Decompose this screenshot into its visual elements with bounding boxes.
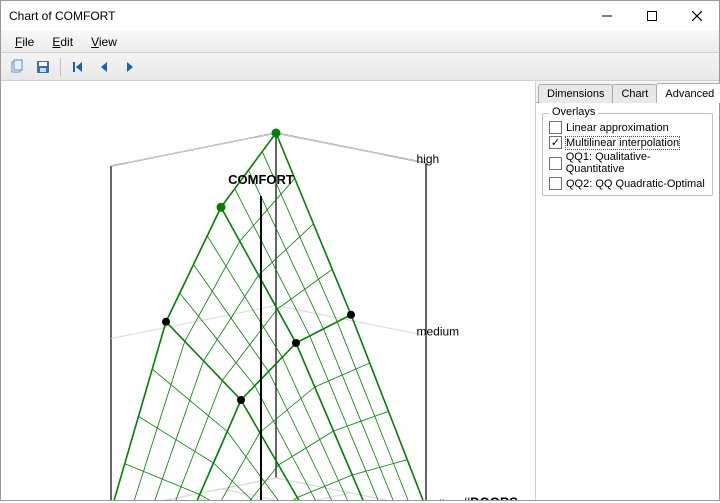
overlay-label: Multilinear interpolation bbox=[566, 137, 679, 149]
maximize-button[interactable] bbox=[629, 1, 674, 31]
overlays-group-title: Overlays bbox=[549, 106, 598, 118]
nav-next-button[interactable] bbox=[118, 56, 142, 78]
checkbox-icon bbox=[549, 177, 562, 190]
svg-text:#DOORS: #DOORS bbox=[463, 495, 518, 500]
checkbox-icon bbox=[549, 136, 562, 149]
svg-text:COMFORT: COMFORT bbox=[228, 172, 294, 187]
menubar: File Edit View bbox=[1, 31, 719, 53]
tab-dimensions[interactable]: Dimensions bbox=[538, 84, 613, 103]
window-title: Chart of COMFORT bbox=[9, 9, 584, 23]
toolbar-separator bbox=[60, 58, 61, 76]
titlebar: Chart of COMFORT bbox=[1, 1, 719, 31]
svg-text:medium: medium bbox=[417, 324, 460, 338]
copy-button[interactable] bbox=[5, 56, 29, 78]
svg-text:small: small bbox=[417, 497, 445, 500]
toolbar bbox=[1, 53, 719, 81]
nav-first-button[interactable] bbox=[66, 56, 90, 78]
checkbox-icon bbox=[549, 121, 562, 134]
overlays-group: Overlays Linear approximationMultilinear… bbox=[542, 113, 713, 196]
checkbox-icon bbox=[549, 157, 562, 170]
side-panel: DimensionsChartAdvanced Overlays Linear … bbox=[535, 81, 719, 500]
svg-text:high: high bbox=[417, 152, 440, 166]
tab-strip: DimensionsChartAdvanced bbox=[536, 81, 719, 103]
tab-body-advanced: Overlays Linear approximation Multilinear… bbox=[536, 102, 719, 500]
overlay-label: Linear approximation bbox=[566, 122, 669, 134]
tab-chart[interactable]: Chart bbox=[612, 84, 657, 103]
overlays-list: Linear approximation Multilinear interpol… bbox=[549, 120, 706, 191]
overlay-label: QQ2: QQ Quadratic-Optimal bbox=[566, 178, 705, 190]
overlay-option[interactable]: Multilinear interpolation bbox=[549, 135, 706, 150]
app-window: Chart of COMFORT File Edit View sma bbox=[0, 0, 720, 501]
window-controls bbox=[584, 1, 719, 31]
close-button[interactable] bbox=[674, 1, 719, 31]
minimize-button[interactable] bbox=[584, 1, 629, 31]
overlay-option[interactable]: QQ2: QQ Quadratic-Optimal bbox=[549, 176, 706, 191]
menu-edit[interactable]: Edit bbox=[44, 33, 81, 51]
overlay-label: QQ1: Qualitative-Quantitative bbox=[566, 151, 706, 175]
menu-file[interactable]: File bbox=[7, 33, 42, 51]
svg-text:#PERS: #PERS bbox=[37, 499, 80, 500]
overlay-option[interactable]: QQ1: Qualitative-Quantitative bbox=[549, 150, 706, 176]
tab-advanced[interactable]: Advanced bbox=[656, 83, 720, 103]
chart-area: smallmediumhighCOMFORTto_23-4more#PERS23… bbox=[1, 81, 535, 500]
menu-view[interactable]: View bbox=[83, 33, 125, 51]
chart-svg: smallmediumhighCOMFORTto_23-4more#PERS23… bbox=[1, 81, 535, 500]
content-area: smallmediumhighCOMFORTto_23-4more#PERS23… bbox=[1, 81, 719, 500]
nav-prev-button[interactable] bbox=[92, 56, 116, 78]
overlay-option[interactable]: Linear approximation bbox=[549, 120, 706, 135]
save-button[interactable] bbox=[31, 56, 55, 78]
